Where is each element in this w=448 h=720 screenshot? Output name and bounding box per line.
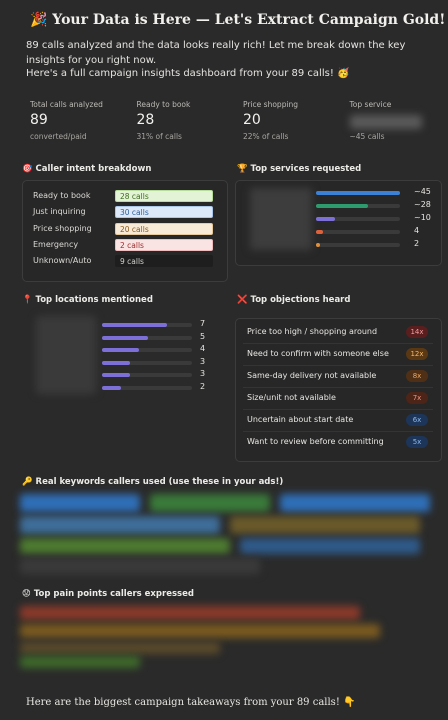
stat-label: Price shopping	[243, 100, 299, 109]
redacted-chips	[20, 558, 260, 574]
stat-value: 20	[243, 112, 261, 128]
stat-label: Top service	[349, 100, 392, 109]
row-separator	[243, 387, 433, 388]
intent-badge: 9 calls	[115, 255, 213, 268]
intent-badge: 20 calls	[115, 222, 213, 235]
service-bar	[316, 191, 400, 195]
redacted-value	[349, 115, 422, 129]
objection-label: Price too high / shopping around	[247, 327, 378, 336]
bar-track	[316, 243, 400, 247]
redacted-chips	[20, 624, 380, 638]
objection-count: 14x	[406, 326, 428, 338]
bar-track	[316, 217, 400, 221]
objection-count: 12x	[406, 348, 428, 360]
bar-track	[102, 386, 192, 390]
row-separator	[243, 431, 433, 432]
service-count: 4	[414, 226, 420, 235]
location-count: 3	[200, 356, 206, 366]
footer-text: Here are the biggest campaign takeaways …	[26, 697, 356, 708]
bar-track	[102, 348, 192, 353]
service-bar	[316, 204, 369, 208]
objection-label: Size/unit not available	[247, 393, 336, 402]
redacted-chips	[20, 642, 220, 654]
row-separator	[243, 409, 433, 410]
redacted-labels	[36, 316, 96, 394]
location-bar	[102, 323, 167, 327]
stat-label: Ready to book	[136, 100, 191, 109]
intent-badge: 28 calls	[115, 190, 213, 202]
page-title: 🎉 Your Data is Here — Let's Extract Camp…	[30, 12, 446, 28]
intent-label: Emergency	[33, 239, 79, 249]
row-separator	[243, 365, 433, 366]
redacted-chips	[20, 606, 360, 620]
location-count: 4	[200, 344, 206, 354]
location-bar	[102, 360, 130, 365]
bar-track	[316, 230, 400, 234]
location-count: 7	[200, 319, 206, 328]
service-bar	[316, 243, 320, 247]
redacted-chips	[20, 538, 230, 554]
service-bar	[316, 230, 324, 234]
objection-label: Need to confirm with someone else	[247, 349, 389, 358]
stat-value: 89	[30, 112, 48, 128]
location-count: 3	[200, 369, 206, 379]
row-separator	[243, 343, 433, 344]
redacted-labels	[250, 188, 312, 250]
location-count: 2	[200, 382, 206, 391]
redacted-chips	[230, 516, 420, 534]
service-count: ~10	[414, 213, 431, 222]
service-count: ~28	[414, 200, 431, 209]
intent-badge: 2 calls	[115, 238, 213, 251]
location-bar	[102, 386, 121, 390]
section-title: 🔑 Real keywords callers used (use these …	[22, 477, 284, 487]
objection-label: Uncertain about start date	[247, 415, 354, 424]
service-bar	[316, 217, 335, 221]
stat-sub: 31% of calls	[136, 132, 182, 141]
redacted-chips	[280, 494, 430, 512]
service-count: 2	[414, 239, 420, 248]
objection-count: 6x	[406, 414, 428, 426]
bar-track	[102, 373, 192, 378]
section-title: ❌ Top objections heard	[237, 295, 351, 305]
redacted-chips	[20, 656, 140, 668]
redacted-chips	[240, 538, 420, 554]
intent-label: Price shopping	[33, 223, 92, 233]
location-bar	[102, 348, 140, 353]
bar-track	[102, 360, 192, 365]
stat-value: 28	[136, 112, 155, 128]
intro-text: Here's a full campaign insights dashboar…	[26, 68, 350, 79]
stat-sub: 22% of calls	[243, 132, 289, 141]
intent-label: Just inquiring	[33, 207, 86, 217]
stat-label: Total calls analyzed	[30, 100, 103, 109]
section-title: 📍 Top locations mentioned	[22, 295, 153, 305]
objection-count: 5x	[406, 436, 428, 448]
stat-sub: converted/paid	[30, 132, 87, 141]
section-title: 🏆 Top services requested	[237, 164, 362, 174]
intent-badge: 30 calls	[115, 206, 213, 219]
location-bar	[102, 373, 130, 378]
redacted-chips	[20, 494, 140, 512]
intro-text: 89 calls analyzed and the data looks rea…	[26, 40, 406, 66]
intent-label: Ready to book	[33, 191, 91, 200]
section-title: 😟 Top pain points callers expressed	[22, 589, 194, 599]
objection-count: 7x	[406, 392, 428, 404]
section-title: 🎯 Caller intent breakdown	[22, 164, 152, 174]
service-count: ~45	[414, 187, 431, 196]
objection-label: Same-day delivery not available	[247, 371, 377, 380]
objection-label: Want to review before committing	[247, 437, 384, 446]
objection-count: 8x	[406, 370, 428, 382]
redacted-chips	[20, 516, 220, 534]
intent-label: Unknown/Auto	[33, 256, 92, 266]
stat-sub: ~45 calls	[349, 132, 385, 141]
location-count: 5	[200, 331, 206, 341]
location-bar	[102, 335, 149, 340]
redacted-chips	[150, 494, 270, 512]
